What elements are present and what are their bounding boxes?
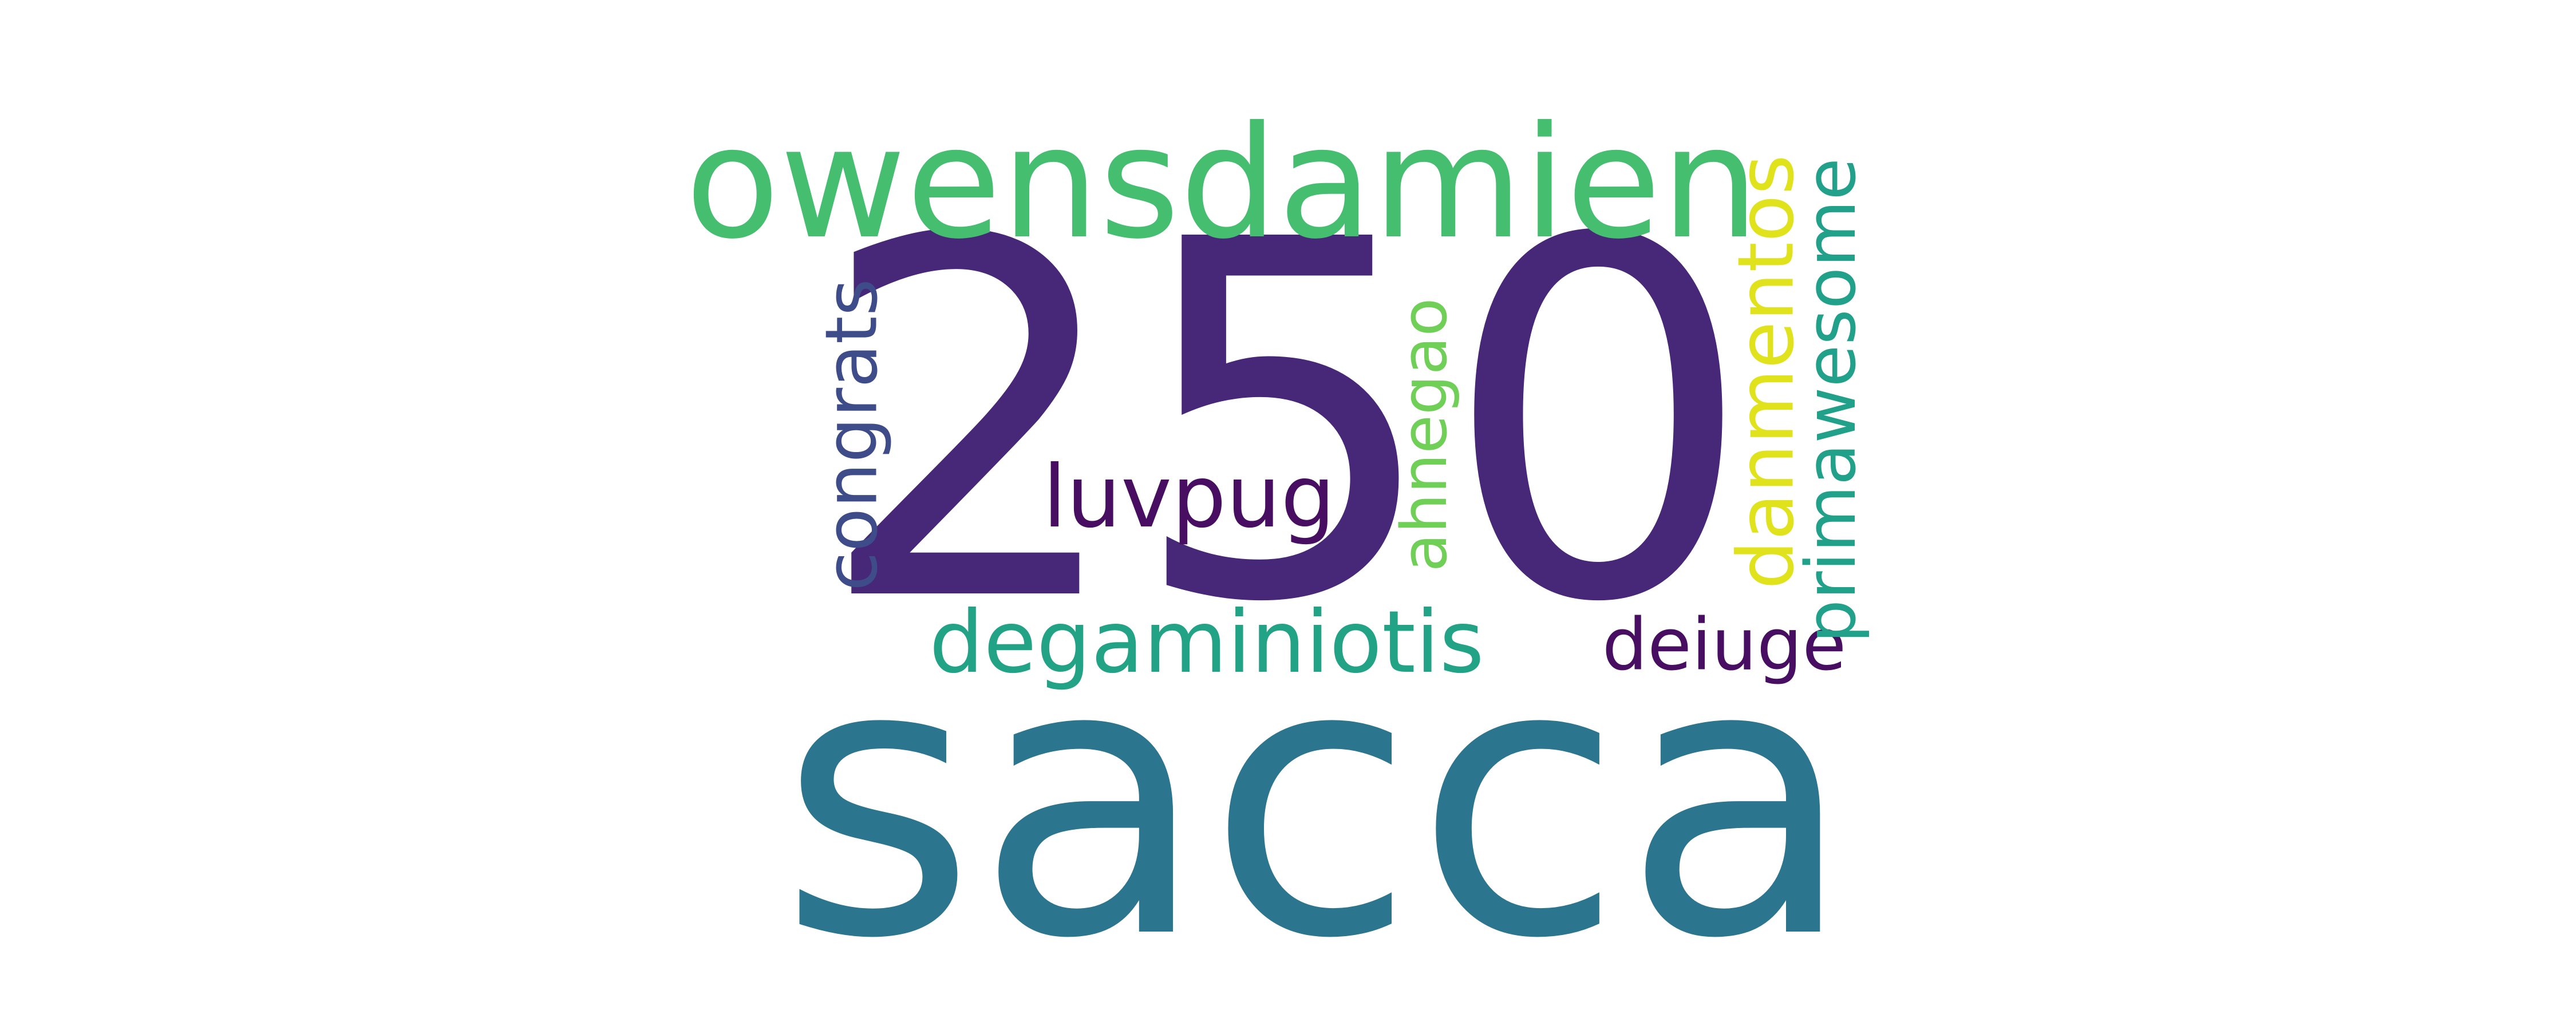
word-degaminiotis: degaminiotis bbox=[929, 593, 1484, 692]
word-deiuge: deiuge bbox=[1602, 603, 1847, 687]
word-250: 250 bbox=[815, 137, 1755, 710]
word-primawesome: primawesome bbox=[1792, 158, 1871, 643]
word-luvpug: luvpug bbox=[1042, 447, 1336, 547]
word-congrats: congrats bbox=[810, 279, 894, 591]
word-ahnegao: ahnegao bbox=[1388, 298, 1461, 572]
word-sacca: sacca bbox=[779, 581, 1855, 1021]
word-owensdamien: owensdamien bbox=[685, 93, 1760, 273]
